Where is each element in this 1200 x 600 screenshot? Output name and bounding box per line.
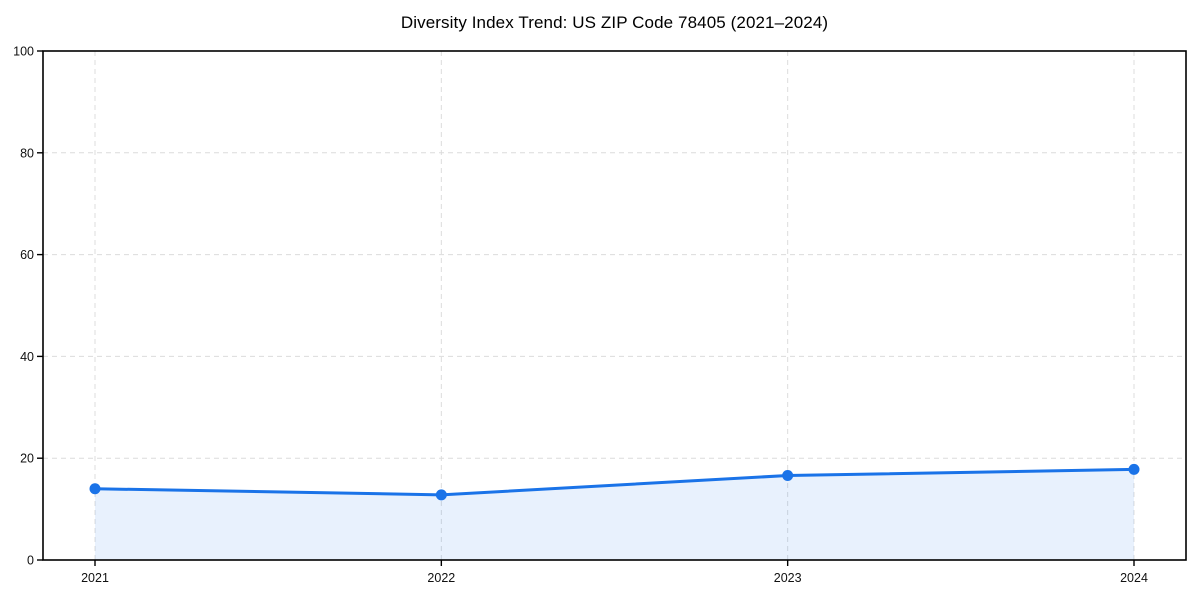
x-tick-label: 2024 — [1120, 571, 1148, 585]
data-point-2021 — [89, 483, 101, 495]
y-tick-label: 80 — [20, 146, 34, 160]
area-fill — [95, 469, 1134, 560]
x-tick-label: 2021 — [81, 571, 109, 585]
x-tick-label: 2023 — [774, 571, 802, 585]
y-tick-label: 100 — [13, 45, 34, 59]
plot-border — [42, 50, 1187, 561]
data-point-2024 — [1128, 463, 1140, 475]
chart-title: Diversity Index Trend: US ZIP Code 78405… — [400, 13, 829, 32]
y-tick-label: 60 — [20, 248, 34, 262]
data-point-2023 — [782, 470, 794, 482]
y-tick-label: 20 — [20, 452, 34, 466]
y-tick-label: 0 — [27, 554, 34, 568]
trend-line — [93, 467, 1136, 497]
data-point-2022 — [435, 489, 447, 501]
x-tick-label: 2022 — [427, 571, 455, 585]
y-tick-label: 40 — [20, 350, 34, 364]
